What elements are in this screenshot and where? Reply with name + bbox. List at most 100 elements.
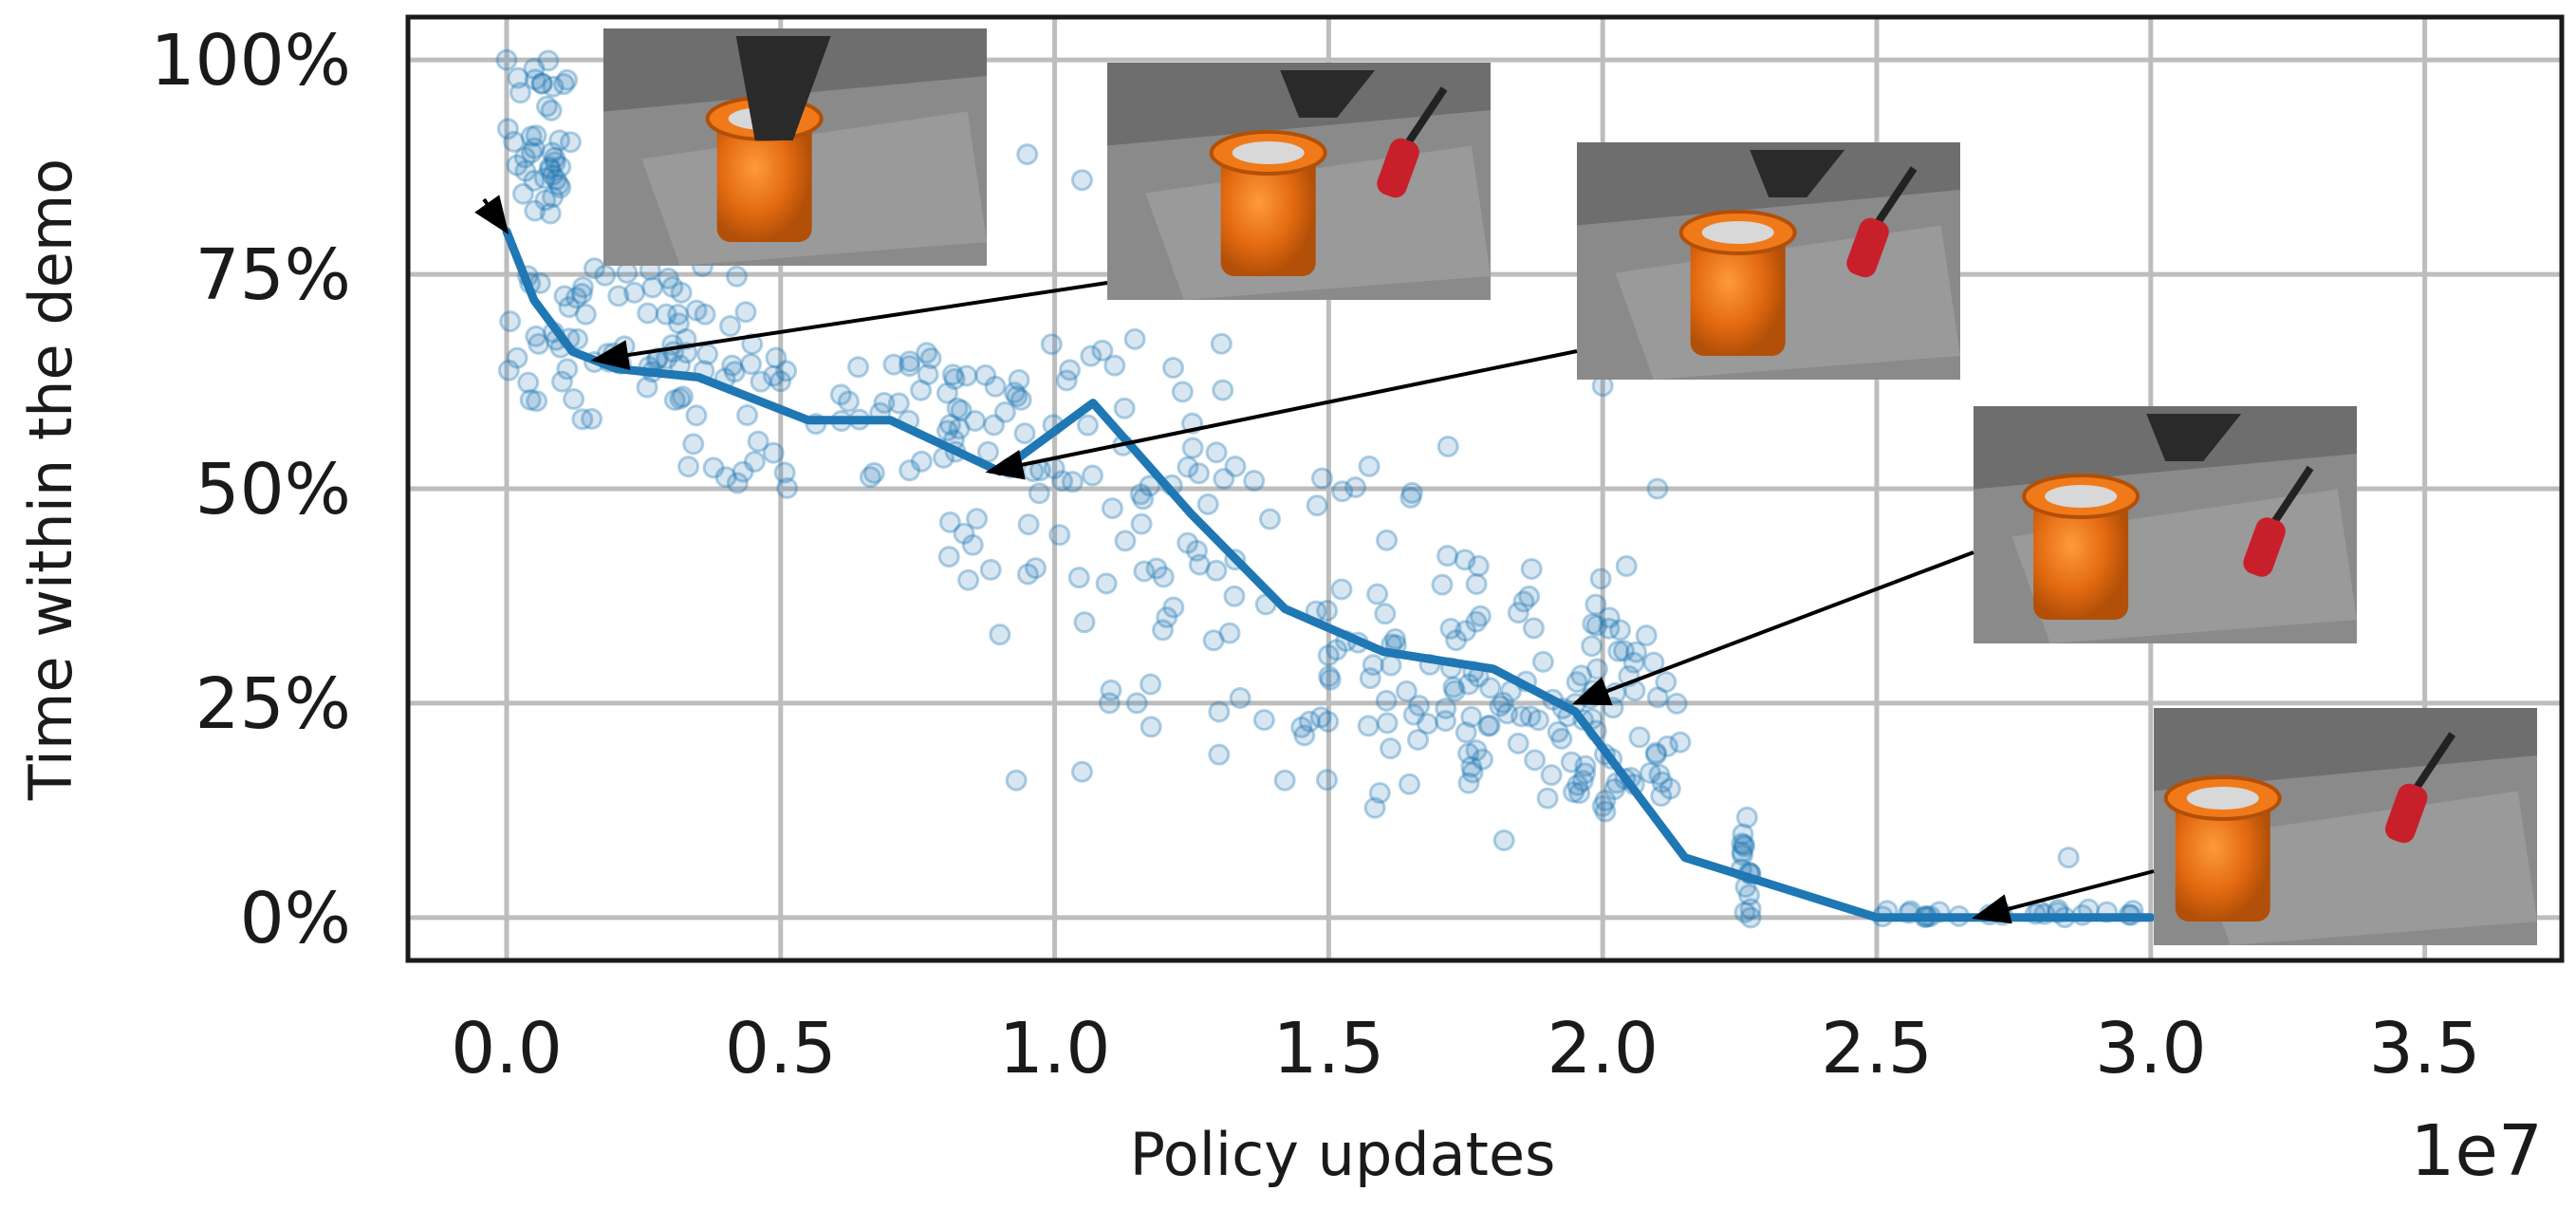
- scatter-point: [542, 75, 565, 98]
- scatter-point: [1156, 605, 1178, 628]
- scatter-point: [623, 281, 646, 304]
- scatter-point: [1181, 437, 1204, 459]
- scatter-point: [937, 546, 960, 568]
- scatter-point: [769, 370, 792, 393]
- scatter-point: [743, 451, 766, 474]
- scatter-point: [533, 167, 556, 190]
- two-grippers-holding-orange-cup-photo: [1974, 406, 2357, 643]
- screwdriver-handle: [2384, 783, 2428, 844]
- scatter-point: [1659, 777, 1681, 800]
- scatter-point: [1467, 554, 1490, 577]
- x-axis-ticks: 0.0 0.5 1.0 1.5 2.0 2.5 3.0 3.5: [451, 1008, 2480, 1089]
- scatter-point: [953, 522, 975, 545]
- scatter-point: [1208, 700, 1231, 723]
- scatter-point: [641, 276, 664, 299]
- scatter-point: [524, 68, 547, 91]
- scatter-point: [719, 315, 742, 338]
- scatter-point: [1359, 667, 1381, 690]
- scatter-point: [1496, 702, 1519, 725]
- scatter-point: [1205, 559, 1228, 582]
- scatter-point: [1325, 639, 1348, 661]
- scatter-point: [670, 281, 693, 304]
- scatter-point: [961, 533, 984, 556]
- scatter-point: [1212, 379, 1234, 401]
- scatter-point: [1733, 833, 1755, 856]
- scatter-point: [696, 343, 719, 365]
- scatter-point: [773, 461, 796, 484]
- y-tick-label: 75%: [195, 234, 351, 316]
- scatter-point: [1162, 357, 1185, 380]
- scatter-point: [1101, 497, 1123, 520]
- scatter-point: [537, 49, 560, 72]
- scatter-point: [499, 310, 522, 333]
- scatter-point: [1407, 728, 1430, 751]
- scatter-point: [545, 168, 567, 191]
- scatter-point: [511, 182, 534, 205]
- scatter-point: [1628, 726, 1651, 749]
- scatter-point: [1613, 640, 1636, 662]
- x-axis-offset-label: 1e7: [2410, 1110, 2543, 1192]
- scatter-point: [1655, 671, 1677, 694]
- scatter-point: [1522, 617, 1545, 640]
- scatter-point: [570, 283, 593, 306]
- scatter-point: [1362, 654, 1384, 677]
- scatter-point: [1298, 710, 1321, 733]
- annotation-arrow: [474, 195, 510, 235]
- scatter-point: [974, 363, 997, 386]
- scatter-point: [1252, 709, 1275, 732]
- scatter-point: [636, 376, 658, 399]
- scatter-point: [1380, 737, 1402, 760]
- scatter-point: [556, 358, 579, 381]
- scatter-point: [1186, 539, 1209, 562]
- scatter-point: [1624, 641, 1647, 663]
- x-tick-label: 3.0: [2095, 1008, 2207, 1089]
- scatter-point: [565, 287, 587, 309]
- scatter-point: [1073, 611, 1096, 634]
- scatter-point: [1125, 692, 1148, 715]
- scatter-point: [544, 151, 566, 174]
- scatter-point: [948, 418, 971, 440]
- scatter-point: [1402, 703, 1425, 726]
- scatter-point: [1162, 596, 1185, 619]
- scatter-point: [887, 392, 910, 415]
- scatter-point: [1091, 339, 1114, 362]
- scatter-point: [1316, 599, 1339, 622]
- scatter-point: [939, 413, 962, 436]
- y-axis-ticks: 0% 25% 50% 75% 100%: [150, 20, 351, 959]
- scatter-point: [1531, 650, 1554, 673]
- scatter-point: [2057, 847, 2080, 869]
- scatter-point: [1460, 755, 1483, 778]
- scatter-point: [540, 99, 563, 121]
- robot-gripper-holding-orange-cup-photo: [603, 28, 987, 266]
- scatter-point: [548, 129, 571, 152]
- scatter-point: [1735, 806, 1758, 829]
- scatter-point: [1310, 467, 1333, 490]
- scatter-point: [1454, 549, 1476, 571]
- scatter-point: [1100, 679, 1122, 701]
- scatter-point: [1594, 790, 1617, 812]
- scatter-point: [734, 301, 757, 324]
- screwdriver-handle: [1846, 217, 1889, 278]
- orange-cup-opening: [1232, 141, 1305, 164]
- scatter-point: [1536, 787, 1559, 810]
- scatter-point: [520, 125, 543, 148]
- scatter-point: [1177, 456, 1199, 478]
- scatter-point: [1224, 455, 1247, 477]
- scatter-point: [1603, 778, 1626, 801]
- scatter-point: [541, 141, 564, 164]
- scatter-point: [747, 430, 769, 453]
- scatter-point: [1492, 691, 1514, 714]
- scatter-point: [513, 146, 536, 169]
- scatter-point: [1455, 620, 1477, 642]
- scatter-point: [1622, 651, 1645, 674]
- scatter-point: [1208, 743, 1231, 766]
- scatter-point: [1547, 720, 1569, 743]
- scatter-point: [966, 508, 989, 531]
- scatter-point: [725, 265, 748, 288]
- screwdriver-shaft: [1872, 166, 1918, 228]
- scatter-point: [1585, 614, 1608, 637]
- scatter-point: [1518, 585, 1541, 607]
- screwdriver-shaft: [2269, 465, 2314, 528]
- scatter-point: [979, 558, 1002, 581]
- scatter-point: [544, 146, 566, 169]
